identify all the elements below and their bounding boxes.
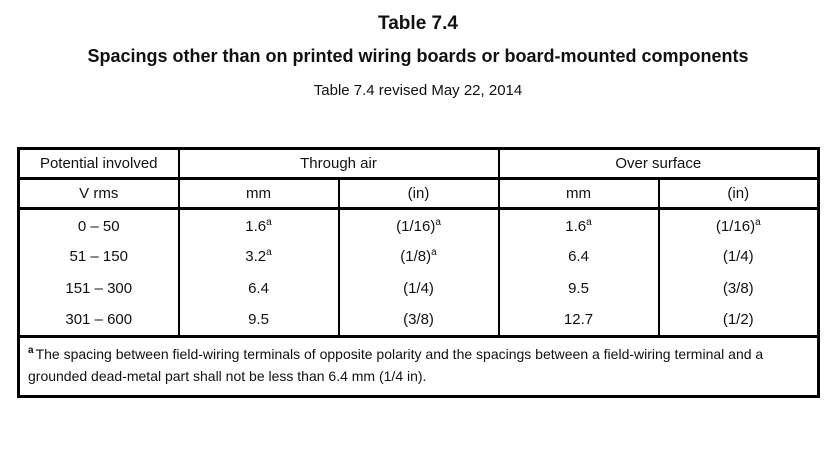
footnote-marker: a (28, 345, 34, 357)
table-row: 51 – 150 3.2a (1/8)a 6.4 (1/4) (17, 240, 820, 273)
spacing-table-header: Potential involved Through air Over surf… (17, 148, 820, 210)
header-through-air-in: (in) (337, 178, 500, 210)
header-v-rms: V rms (17, 178, 180, 210)
header-over-surface: Over surface (497, 148, 820, 180)
cell-voltage-range: 301 – 600 (17, 304, 180, 337)
footnote-marker: a (755, 216, 761, 228)
cell-through-air-in: (3/8) (337, 304, 500, 337)
cell-through-air-mm: 9.5 (177, 304, 340, 337)
cell-voltage-range: 51 – 150 (17, 240, 180, 273)
footnote-marker: a (266, 216, 272, 228)
cell-over-surface-mm: 12.7 (497, 304, 660, 337)
header-over-surface-in: (in) (657, 178, 820, 210)
header-row-units: V rms mm (in) mm (in) (17, 178, 820, 210)
footnote-marker: a (435, 216, 441, 228)
cell-voltage-range: 0 – 50 (17, 208, 180, 241)
table-number-title: Table 7.4 (378, 13, 458, 34)
header-potential-involved: Potential involved (17, 148, 180, 180)
cell-over-surface-in: (3/8) (657, 272, 820, 305)
footnote-marker: a (431, 247, 437, 258)
cell-through-air-in: (1/8)a (337, 240, 500, 273)
revision-note: Table 7.4 revised May 22, 2014 (313, 82, 523, 99)
cell-over-surface-mm: 6.4 (497, 240, 660, 273)
cell-through-air-mm: 6.4 (177, 272, 340, 305)
cell-through-air-mm: 3.2a (177, 240, 340, 273)
cell-over-surface-in: (1/4) (657, 240, 820, 273)
spacing-table: Potential involved Through air Over surf… (17, 147, 820, 398)
table-row: 301 – 600 9.5 (3/8) 12.7 (1/2) (17, 304, 820, 337)
cell-through-air-in: (1/4) (337, 272, 500, 305)
cell-over-surface-in: (1/16)a (657, 208, 820, 241)
header-over-surface-mm: mm (497, 178, 660, 210)
footnote: a The spacing between field-wiring termin… (18, 335, 819, 397)
table-subtitle: Spacings other than on printed wiring bo… (87, 46, 749, 66)
header-row-groups: Potential involved Through air Over surf… (17, 148, 820, 180)
table-row: 151 – 300 6.4 (1/4) 9.5 (3/8) (17, 272, 820, 305)
cell-over-surface-mm: 1.6a (497, 208, 660, 241)
footnote-marker: a (266, 247, 272, 258)
spacing-table-footer: a The spacing between field-wiring termin… (18, 335, 819, 397)
header-through-air-mm: mm (177, 178, 340, 210)
cell-voltage-range: 151 – 300 (17, 272, 180, 305)
spacing-table-body: 0 – 50 1.6a (1/16)a 1.6a (1/16)a 51 – 15… (17, 208, 820, 337)
cell-over-surface-in: (1/2) (657, 304, 820, 337)
cell-through-air-mm: 1.6a (177, 208, 340, 241)
header-through-air: Through air (177, 148, 500, 180)
cell-through-air-in: (1/16)a (337, 208, 500, 241)
footnote-text: The spacing between field-wiring termina… (28, 346, 764, 384)
footnote-marker: a (586, 216, 592, 228)
title-block: Table 7.4 Spacings other than on printed… (0, 0, 836, 101)
cell-over-surface-mm: 9.5 (497, 272, 660, 305)
footnote-row: a The spacing between field-wiring termin… (18, 335, 819, 397)
table-row: 0 – 50 1.6a (1/16)a 1.6a (1/16)a (17, 208, 820, 241)
